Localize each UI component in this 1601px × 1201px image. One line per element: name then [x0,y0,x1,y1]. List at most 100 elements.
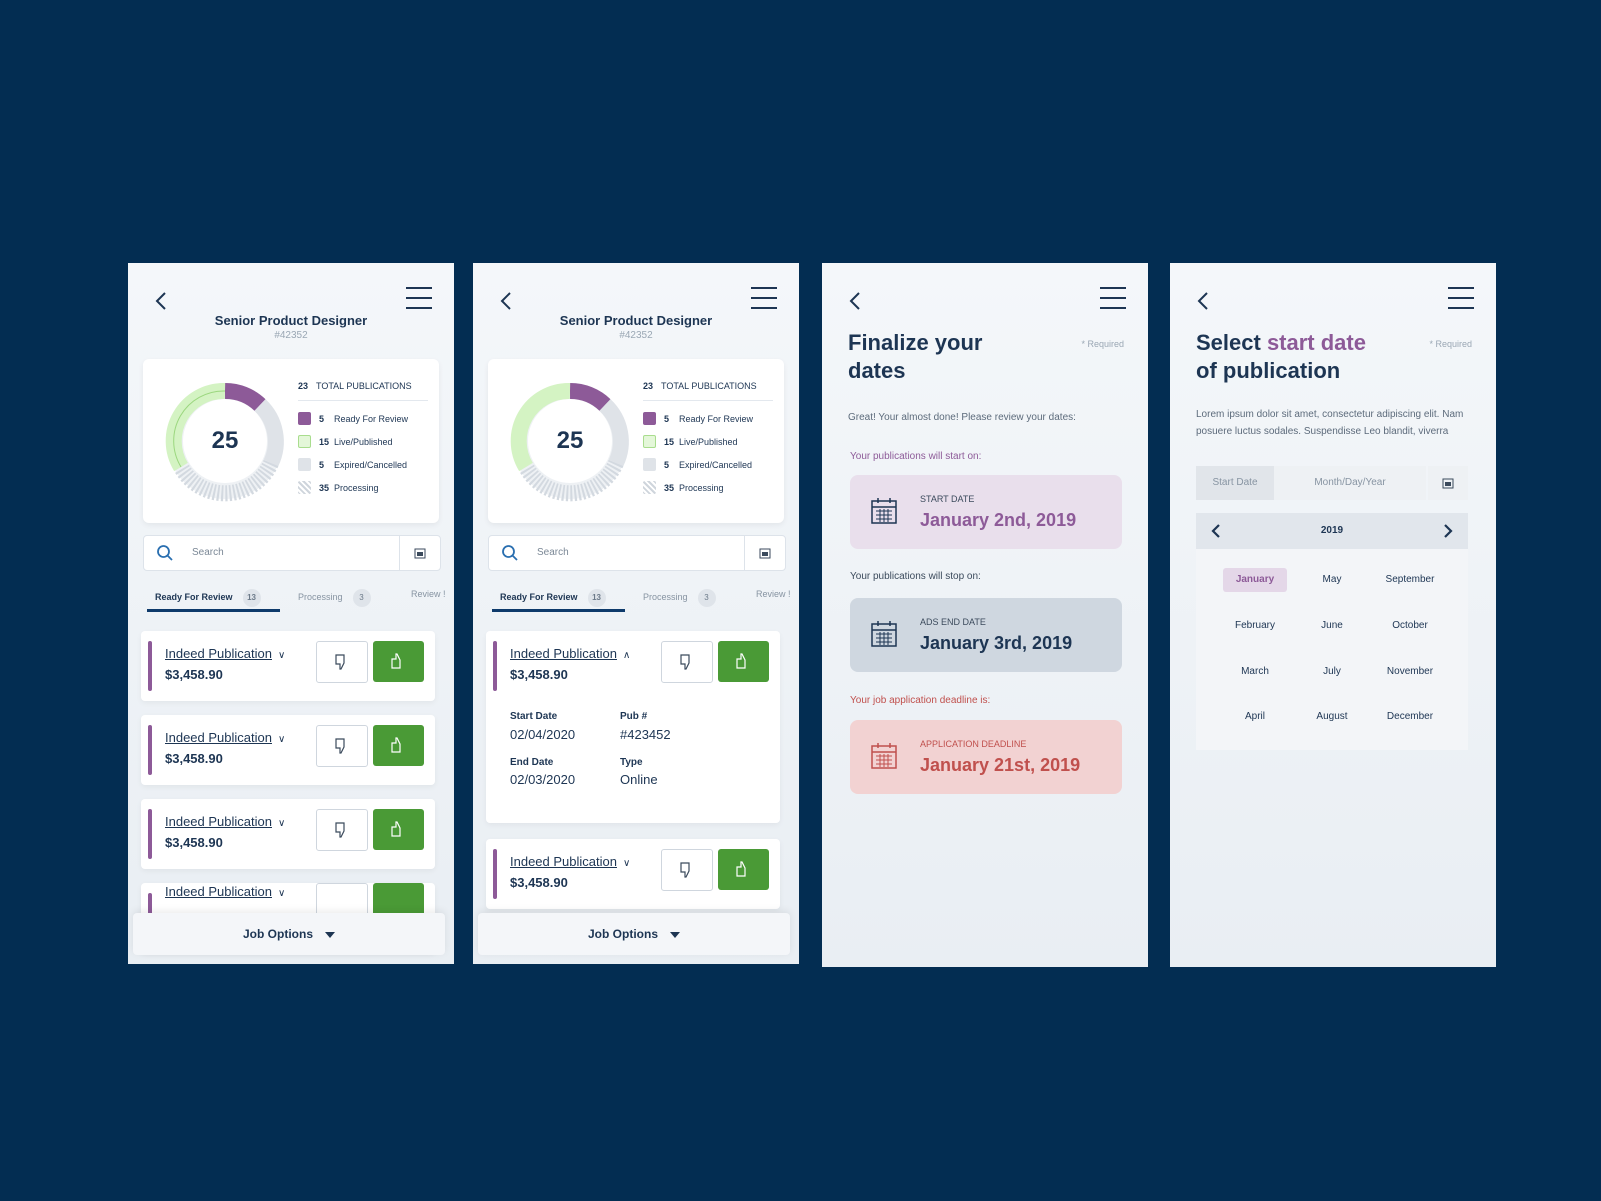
tab-processing[interactable]: Processing 3 [298,589,371,607]
caret-down-icon [670,931,680,938]
calendar-filter-button[interactable] [399,536,440,570]
search-input[interactable]: Search [192,547,224,558]
publication-link[interactable]: Indeed Publication ∨ [165,884,286,899]
back-arrow-icon[interactable] [1192,289,1216,313]
chevron-right-icon[interactable] [1440,523,1456,539]
approve-button[interactable] [373,725,424,766]
month-october[interactable]: October [1392,620,1428,631]
tab-review[interactable]: Review ! [411,589,446,599]
calendar-button[interactable] [1428,466,1468,500]
publications-donut-chart [165,382,284,502]
thumbs-up-icon [391,653,401,669]
month-february[interactable]: February [1234,620,1275,631]
hamburger-menu-icon[interactable] [1100,287,1126,311]
publication-link[interactable]: Indeed Publication ∨ [165,646,286,661]
chevron-down-icon[interactable]: ∨ [277,818,286,829]
chevron-down-icon[interactable]: ∨ [277,650,286,661]
start-date-input[interactable]: Month/Day/Year [1274,466,1426,500]
month-january[interactable]: January [1223,568,1287,592]
legend-ready-for-review: 5 Ready For Review [298,407,428,430]
tab-processing[interactable]: Processing 3 [643,589,716,607]
publication-card[interactable]: Indeed Publication ∨ $3,458.90 [141,799,435,869]
hamburger-menu-icon[interactable] [406,287,432,311]
tab-ready-for-review[interactable]: Ready For Review 13 [155,589,261,607]
calendar-filter-button[interactable] [744,536,785,570]
pub-number-value: #423452 [620,727,671,742]
intro-text: Great! Your almost done! Please review y… [848,412,1076,423]
deadline-value: January 21st, 2019 [920,755,1081,775]
search-icon [157,545,173,561]
status-tabs: Ready For Review 13 Processing 3 Review ! [143,581,454,612]
end-date-box[interactable]: ADS END DATE January 3rd, 2019 [850,598,1122,672]
hamburger-menu-icon[interactable] [1448,287,1474,311]
month-september[interactable]: September [1385,574,1435,585]
publication-card-expanded[interactable]: Indeed Publication ∧ $3,458.90 Start Date… [486,631,780,823]
job-id: #42352 [619,330,653,341]
total-publications: 23 TOTAL PUBLICATIONS [298,381,428,401]
hamburger-menu-icon[interactable] [751,287,777,311]
page-title: Select start date of publication [1196,330,1366,383]
publication-detail-screen: Senior Product Designer #42352 25 23 TOTA… [473,263,799,964]
publication-card[interactable]: Indeed Publication ∨ $3,458.90 [141,631,435,701]
search-bar[interactable]: Search [143,535,441,571]
publication-link[interactable]: Indeed Publication ∨ [165,730,286,745]
approve-button[interactable] [718,849,769,890]
month-august[interactable]: August [1316,711,1348,722]
publication-card[interactable]: Indeed Publication ∨ $3,458.90 [486,839,780,909]
reject-button[interactable] [316,809,368,851]
start-intro: Your publications will start on: [850,451,982,462]
publication-link[interactable]: Indeed Publication ∧ [510,646,631,661]
legend-live-published: 15 Live/Published [643,430,773,453]
stats-legend: 23 TOTAL PUBLICATIONS 5 Ready For Review 1… [298,381,428,499]
tab-review[interactable]: Review ! [756,589,791,599]
chevron-down-icon[interactable]: ∨ [277,734,286,745]
chevron-left-icon[interactable] [1208,523,1224,539]
reject-button[interactable] [316,725,368,767]
start-date-box[interactable]: START DATE January 2nd, 2019 [850,475,1122,549]
deadline-box[interactable]: APPLICATION DEADLINE January 21st, 2019 [850,720,1122,794]
month-december[interactable]: December [1386,711,1434,722]
search-input[interactable]: Search [537,547,569,558]
reject-button[interactable] [661,641,713,683]
month-april[interactable]: April [1244,711,1265,722]
thumbs-up-icon [736,653,746,669]
chevron-down-icon[interactable]: ∨ [277,888,286,899]
month-june[interactable]: June [1321,620,1343,631]
start-date-field[interactable]: Start Date Month/Day/Year [1196,466,1468,500]
start-date-label: Start Date [510,711,558,722]
job-options-button[interactable]: Job Options [133,913,445,955]
job-title: Senior Product Designer [559,313,713,328]
intro-text: Lorem ipsum dolor sit amet, consectetur … [1196,409,1464,437]
chevron-down-icon[interactable]: ∨ [622,858,631,869]
end-date-label: ADS END DATE [920,617,986,627]
page-title: Finalize your dates [848,330,983,383]
back-arrow-icon[interactable] [150,289,174,313]
tab-ready-for-review[interactable]: Ready For Review 13 [500,589,606,607]
approve-button[interactable] [718,641,769,682]
publication-link[interactable]: Indeed Publication ∨ [510,854,631,869]
approve-button[interactable] [373,809,424,850]
month-november[interactable]: November [1386,666,1434,677]
reject-button[interactable] [316,641,368,683]
job-options-button[interactable]: Job Options [478,913,790,955]
legend-expired-cancelled: 5 Expired/Cancelled [298,453,428,476]
publication-link[interactable]: Indeed Publication ∨ [165,814,286,829]
search-icon [502,545,518,561]
month-march[interactable]: March [1241,666,1269,677]
year-label: 2019 [1320,525,1344,536]
month-picker: 2019 January May September February June… [1196,513,1468,750]
approve-button[interactable] [373,641,424,682]
back-arrow-icon[interactable] [495,289,519,313]
legend-ready-for-review: 5 Ready For Review [643,407,773,430]
back-arrow-icon[interactable] [844,289,868,313]
reject-button[interactable] [661,849,713,891]
chevron-up-icon[interactable]: ∧ [622,650,631,661]
thumbs-up-icon [391,821,401,837]
search-bar[interactable]: Search [488,535,786,571]
publication-card[interactable]: Indeed Publication ∨ $3,458.90 [141,715,435,785]
publication-price: $3,458.90 [165,835,223,850]
month-july[interactable]: July [1323,666,1341,677]
month-may[interactable]: May [1322,574,1342,585]
active-tab-indicator [147,609,280,612]
thumbs-down-icon [680,862,690,878]
